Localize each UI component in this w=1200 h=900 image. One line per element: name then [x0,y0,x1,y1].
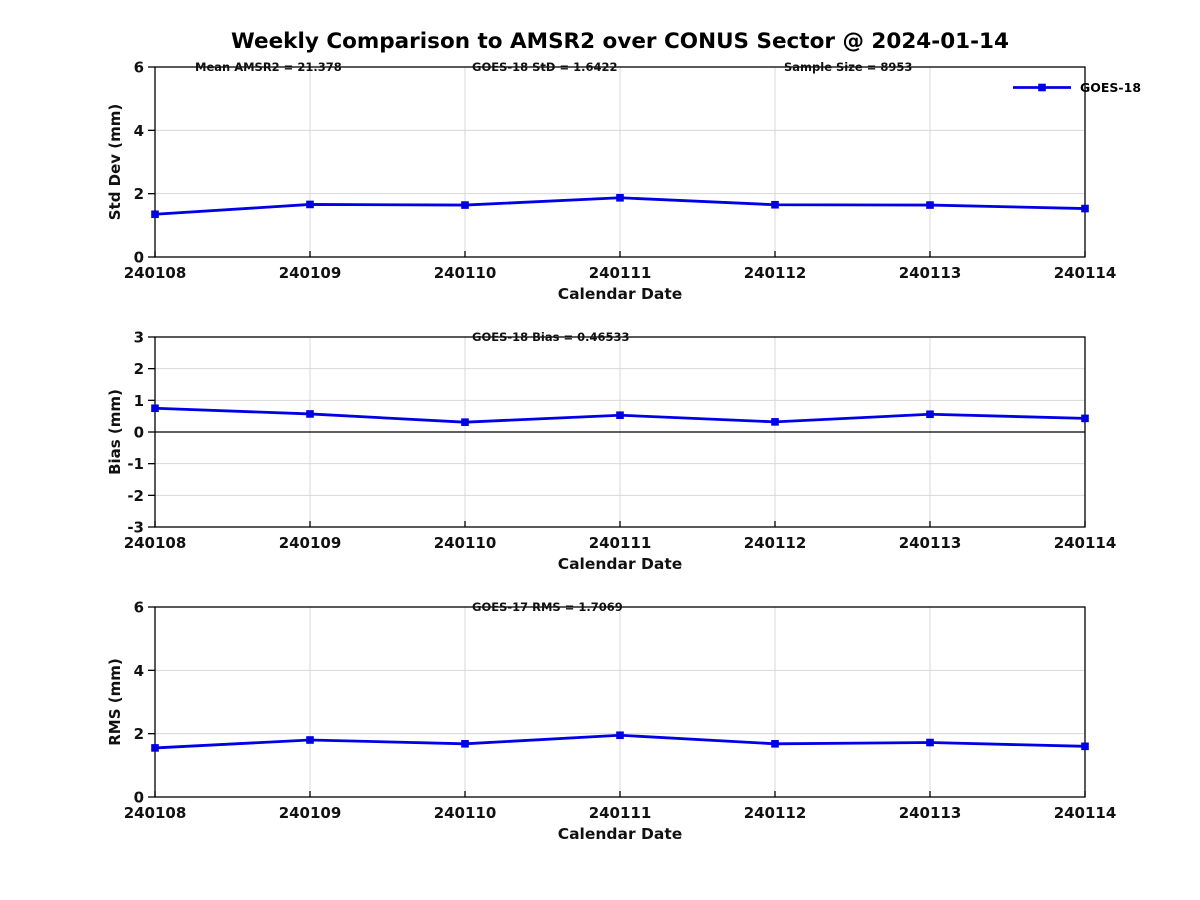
y-tick-label: 1 [134,392,144,410]
x-tick-label: 240114 [1054,804,1117,822]
y-tick-label: 0 [134,424,144,442]
x-tick-label: 240112 [744,804,807,822]
data-point-marker [306,200,314,209]
x-tick-label: 240114 [1054,534,1117,552]
x-axis-label: Calendar Date [558,555,683,573]
legend: GOES-18 [1013,80,1141,95]
annotation: Mean AMSR2 = 21.378 [195,60,342,74]
annotation: GOES-18 Bias = 0.46533 [472,330,629,344]
legend-label: GOES-18 [1080,80,1142,95]
x-tick-label: 240109 [279,264,342,282]
data-point-marker [306,736,314,744]
y-tick-label: -3 [127,519,144,537]
x-tick-label: 240111 [589,264,652,282]
figure-title: Weekly Comparison to AMSR2 over CONUS Se… [231,29,1009,54]
x-tick-label: 240113 [899,534,962,552]
data-point-marker [616,193,624,202]
y-tick-label: 3 [134,329,144,347]
y-tick-label: 6 [134,599,144,617]
bias-subplot: 240108 240109 240110 240111 240112 240113 2401… [106,329,1116,574]
annotation: GOES-17 RMS = 1.7069 [472,600,623,614]
data-point-marker [1081,414,1089,423]
x-tick-label: 240111 [589,804,652,822]
x-tick-label: 240109 [279,534,342,552]
data-point-marker [151,210,159,219]
x-tick-label: 240111 [589,534,652,552]
y-tick-label: 0 [134,249,144,267]
data-point-marker [926,410,934,419]
annotation: GOES-18 StD = 1.6422 [472,60,617,74]
x-tick-label: 240108 [124,534,187,552]
data-point-marker [461,740,469,748]
data-point-marker [771,418,779,426]
y-axis-label: Bias (mm) [106,389,124,475]
x-tick-label: 240109 [279,804,342,822]
x-tick-label: 240113 [899,264,962,282]
y-tick-label: -2 [127,487,144,505]
data-point-marker [926,201,934,209]
annotation: Sample Size = 8953 [784,60,912,74]
x-tick-label: 240112 [744,534,807,552]
x-tick-label: 240108 [124,804,187,822]
data-point-marker [306,410,314,418]
y-tick-label: 0 [134,789,144,807]
data-point-marker [616,411,624,420]
y-tick-label: -1 [127,455,144,473]
y-axis-label: Std Dev (mm) [106,104,124,221]
x-axis-label: Calendar Date [558,285,683,303]
x-tick-label: 240114 [1054,264,1117,282]
data-point-marker [1081,204,1089,213]
data-point-marker [771,740,779,748]
x-tick-label: 240110 [434,804,497,822]
std-dev-subplot: 240108 240109 240110 240111 240112 240113 2401… [106,59,1116,304]
y-tick-label: 2 [134,360,144,378]
x-tick-label: 240110 [434,264,497,282]
data-point-marker [771,200,779,209]
y-tick-label: 6 [134,59,144,77]
data-point-marker [1081,742,1089,751]
y-tick-label: 2 [134,725,144,743]
x-tick-label: 240108 [124,264,187,282]
data-point-marker [151,404,159,413]
data-point-marker [926,738,934,747]
data-point-marker [461,201,469,209]
x-tick-label: 240110 [434,534,497,552]
x-tick-label: 240112 [744,264,807,282]
data-point-marker [461,418,469,426]
y-tick-label: 4 [134,662,144,680]
y-tick-label: 2 [134,185,144,203]
x-tick-label: 240113 [899,804,962,822]
y-axis-label: RMS (mm) [106,658,124,745]
data-point-marker [616,731,624,740]
legend-line-marker-icon [1013,83,1071,92]
rms-subplot: 240108 240109 240110 240111 240112 240113 2401… [106,599,1116,844]
data-point-marker [151,744,159,752]
y-tick-label: 4 [134,122,144,140]
x-axis-label: Calendar Date [558,825,683,843]
